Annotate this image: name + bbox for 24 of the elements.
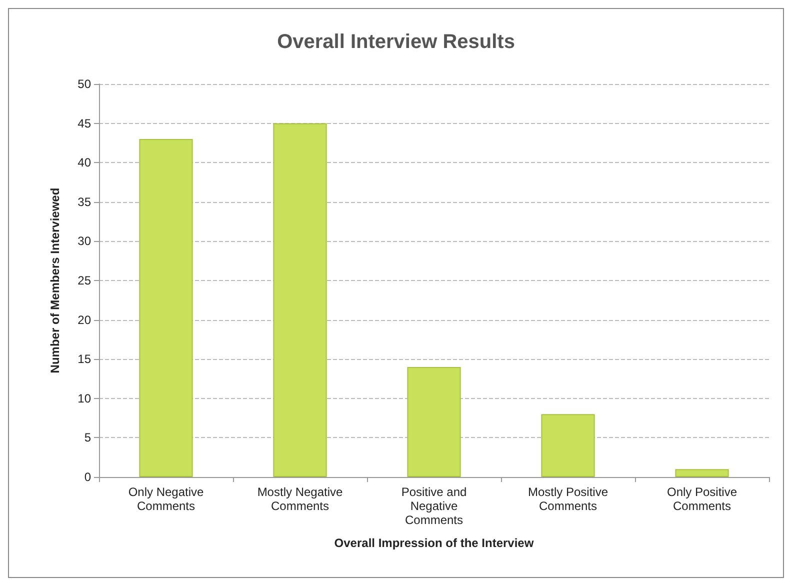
y-tick-label: 15 [78, 352, 92, 366]
x-tick-label: Positive and Negative Comments [401, 485, 467, 527]
y-tick-label: 40 [78, 156, 92, 170]
bar [407, 366, 461, 477]
chart-title: Overall Interview Results [277, 31, 515, 53]
x-tick-label: Mostly Negative Comments [257, 485, 344, 513]
x-tick-label: Only Negative Comments [128, 485, 204, 513]
bar [675, 469, 729, 477]
y-tick-label: 5 [84, 430, 92, 445]
bar [541, 414, 595, 477]
y-axis-title: Number of Members Interviewed [48, 188, 62, 374]
x-axis-title: Overall Impression of the Interview [334, 536, 534, 550]
y-tick-label: 30 [78, 234, 92, 248]
y-tick-label: 20 [78, 312, 92, 327]
bar [273, 123, 327, 477]
y-tick-label: 10 [78, 391, 92, 406]
x-tick-label: Only Positive Comments [666, 485, 738, 513]
y-tick-label: 35 [78, 194, 92, 209]
bar [139, 139, 193, 477]
x-tick-label: Mostly Positive Comments [528, 485, 608, 513]
y-tick-label: 0 [84, 470, 92, 484]
y-tick-label: 25 [78, 274, 92, 288]
y-tick-label: 45 [78, 116, 92, 130]
y-tick-label: 50 [78, 77, 92, 91]
